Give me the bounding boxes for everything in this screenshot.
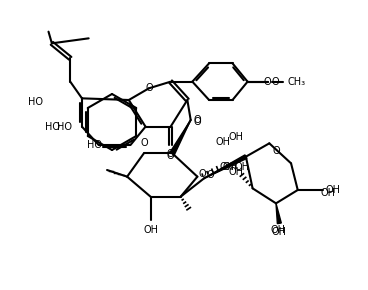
Text: O: O: [206, 170, 214, 180]
Text: OH: OH: [222, 162, 237, 172]
Text: OH: OH: [229, 132, 243, 142]
Text: HO: HO: [28, 97, 43, 107]
Text: O: O: [194, 115, 201, 125]
Polygon shape: [170, 120, 191, 155]
Text: OH: OH: [216, 137, 231, 147]
Text: OH: OH: [270, 225, 285, 235]
Text: O: O: [198, 169, 206, 179]
Text: HO: HO: [88, 140, 102, 150]
Text: HO: HO: [57, 122, 72, 132]
Text: OH: OH: [229, 167, 244, 177]
Text: OH: OH: [143, 225, 158, 235]
Polygon shape: [204, 155, 247, 178]
Text: HO: HO: [45, 122, 60, 132]
Text: CH₃: CH₃: [288, 77, 306, 87]
Text: O: O: [146, 83, 153, 93]
Text: O: O: [167, 151, 174, 161]
Text: OH: OH: [220, 162, 234, 172]
Text: O: O: [272, 77, 279, 87]
Polygon shape: [276, 203, 281, 224]
Text: OH: OH: [234, 162, 250, 172]
Text: OH: OH: [321, 188, 336, 198]
Text: O: O: [167, 149, 174, 159]
Text: OH: OH: [272, 227, 287, 237]
Text: O: O: [194, 117, 201, 127]
Text: O: O: [140, 138, 148, 148]
Text: O: O: [264, 77, 272, 87]
Text: OH: OH: [326, 185, 341, 195]
Text: O: O: [272, 146, 280, 156]
